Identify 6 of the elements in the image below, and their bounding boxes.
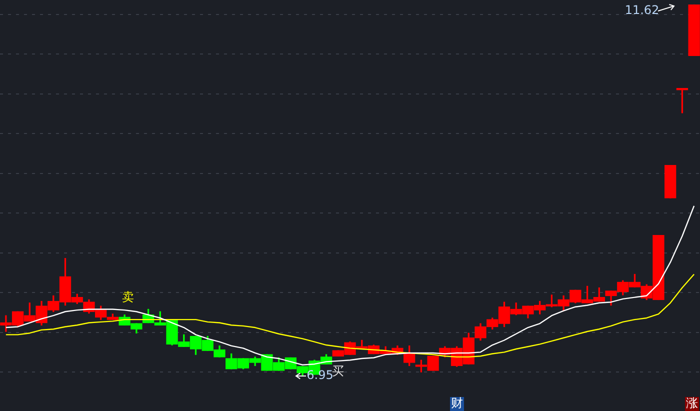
annotation: 6.95 (306, 368, 334, 382)
annotation: 财 (451, 396, 463, 410)
annotation: 卖 (122, 290, 134, 304)
annotation: 涨 (686, 396, 698, 410)
annotation: 买 (332, 364, 344, 378)
annotation: 11.62 (624, 3, 660, 18)
